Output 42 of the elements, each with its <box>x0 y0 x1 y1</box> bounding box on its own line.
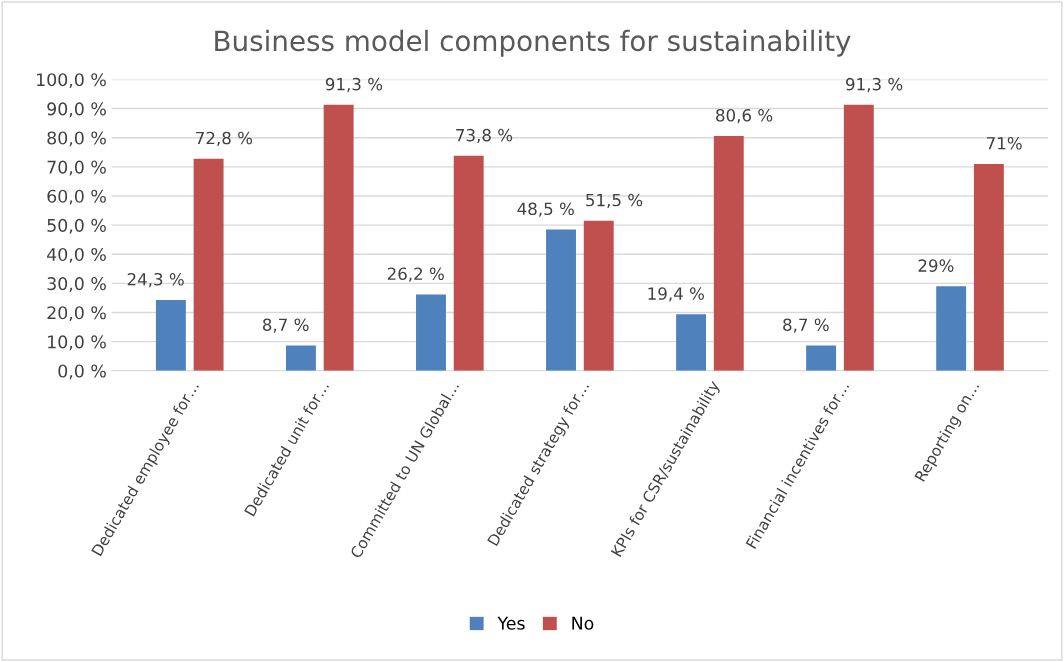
data-label: 73,8 % <box>456 128 513 144</box>
y-tick-label: 90,0 % <box>47 102 106 118</box>
data-label: 72,8 % <box>196 131 253 147</box>
data-label: 80,6 % <box>716 109 773 124</box>
bar <box>806 345 837 371</box>
y-tick-label: 30,0 % <box>47 277 106 292</box>
data-label: 8,7 % <box>783 318 829 333</box>
data-label: 71% <box>986 136 1022 150</box>
bar <box>453 155 484 371</box>
y-tick-label: 40,0 % <box>47 247 106 263</box>
y-tick-label: 0,0 % <box>58 364 106 380</box>
bar <box>155 299 186 371</box>
data-label: 24,3 % <box>127 272 184 288</box>
chart-title: Business model components for sustainability <box>215 29 851 57</box>
data-label: 8,7 % <box>262 318 309 333</box>
data-label: 26,2 % <box>387 267 444 282</box>
y-tick-label: 100,0 % <box>37 73 106 89</box>
bar <box>416 294 446 371</box>
bar <box>936 286 967 371</box>
bar <box>843 104 874 371</box>
bar <box>193 158 224 371</box>
y-tick-label: 60,0 % <box>47 189 106 205</box>
bar <box>583 220 614 371</box>
data-label: 51,5 % <box>586 193 643 209</box>
bar <box>285 345 316 371</box>
legend-label: Yes <box>497 616 525 630</box>
bar <box>546 229 576 371</box>
data-label: 48,5 % <box>517 202 574 217</box>
bar <box>713 135 744 371</box>
data-label: 91,3 % <box>846 77 903 93</box>
bar <box>973 163 1004 371</box>
y-tick-label: 70,0 % <box>47 160 106 176</box>
data-label: 29% <box>918 259 954 272</box>
bar <box>323 104 354 371</box>
y-tick-label: 80,0 % <box>47 131 106 147</box>
y-tick-label: 10,0 % <box>48 335 106 351</box>
data-label: 19,4 % <box>648 287 704 302</box>
y-tick-label: 20,0 % <box>47 306 106 322</box>
data-label: 91,3 % <box>325 77 383 93</box>
bar <box>676 314 707 371</box>
legend-label: No <box>572 616 594 630</box>
y-tick-label: 50,0 % <box>47 218 106 234</box>
